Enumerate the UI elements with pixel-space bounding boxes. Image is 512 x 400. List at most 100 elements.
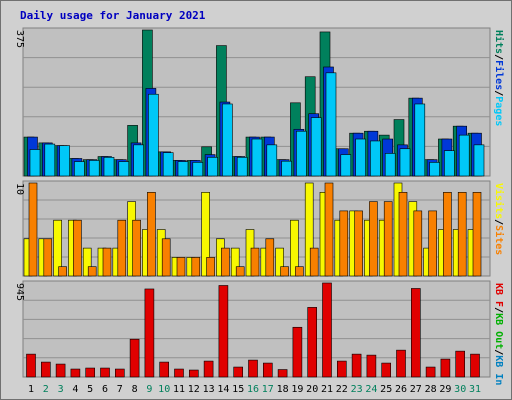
x-tick-label-day-25: 25 <box>380 384 392 395</box>
x-tick-label-day-7: 7 <box>117 384 123 395</box>
bar-kb-kb-f-day-30 <box>455 350 466 378</box>
x-tick-label-day-21: 21 <box>321 384 333 395</box>
bar-hits-files-pages-pages-day-4 <box>74 161 85 177</box>
x-tick-label-day-31: 31 <box>469 384 481 395</box>
bar-visits-sites-sites-day-15 <box>235 266 245 277</box>
bar-hits-files-pages-pages-day-22 <box>340 154 352 177</box>
x-tick-label-day-2: 2 <box>43 384 49 395</box>
bar-visits-sites-visits-day-3 <box>53 219 62 277</box>
bar-kb-kb-f-day-20 <box>307 307 318 378</box>
bar-kb-kb-f-day-21 <box>322 282 332 378</box>
bar-kb-kb-f-day-10 <box>159 361 169 378</box>
bar-hits-files-pages-pages-day-13 <box>207 157 218 177</box>
legend-item-hits-files-pages-1: / <box>493 54 504 60</box>
bar-hits-files-pages-pages-day-3 <box>59 145 70 177</box>
legend-item-hits-files-pages-4: Pages <box>493 96 504 126</box>
bar-visits-sites-sites-day-24 <box>369 201 378 277</box>
x-tick-label-day-22: 22 <box>336 384 348 395</box>
bar-visits-sites-sites-day-28 <box>428 210 437 277</box>
bar-hits-files-pages-pages-day-8 <box>133 144 144 177</box>
x-tick-label-day-29: 29 <box>439 384 451 395</box>
bar-kb-kb-f-day-4 <box>70 368 81 378</box>
bar-kb-kb-f-day-8 <box>129 338 140 378</box>
bar-visits-sites-sites-day-25 <box>383 201 393 277</box>
scale-label-kb: 945 <box>14 283 25 301</box>
bar-hits-files-pages-pages-day-15 <box>236 157 248 177</box>
x-tick-label-day-11: 11 <box>173 384 185 395</box>
x-tick-label-day-24: 24 <box>365 384 377 395</box>
bar-visits-sites-sites-day-16 <box>250 247 260 277</box>
bar-kb-kb-f-day-24 <box>366 354 377 378</box>
x-tick-label-day-30: 30 <box>454 384 466 395</box>
bar-visits-sites-sites-day-23 <box>354 210 363 277</box>
x-tick-label-day-26: 26 <box>395 384 407 395</box>
legend-item-hits-files-pages-2: Files <box>493 60 505 90</box>
bar-visits-sites-sites-day-2 <box>43 238 53 277</box>
x-tick-label-day-23: 23 <box>351 384 363 395</box>
bar-kb-kb-f-day-13 <box>203 360 214 378</box>
x-tick-label-day-10: 10 <box>158 384 170 395</box>
scale-label-visits-sites: 10 <box>14 183 25 195</box>
legend-item-kb-1: / <box>493 307 504 313</box>
bar-hits-files-pages-pages-day-25 <box>384 153 396 177</box>
bar-visits-sites-sites-day-30 <box>457 192 467 277</box>
bar-kb-kb-f-day-6 <box>100 367 110 378</box>
bar-visits-sites-sites-day-6 <box>102 247 112 277</box>
x-tick-label-day-1: 1 <box>28 384 34 395</box>
bar-hits-files-pages-pages-day-24 <box>370 140 381 177</box>
x-tick-label-day-14: 14 <box>217 384 229 395</box>
bar-visits-sites-sites-day-10 <box>161 238 171 277</box>
bar-kb-kb-f-day-28 <box>425 366 436 378</box>
bar-visits-sites-sites-day-5 <box>87 266 97 277</box>
bar-visits-sites-sites-day-27 <box>413 210 423 277</box>
bar-hits-files-pages-pages-day-21 <box>325 72 337 177</box>
x-tick-label-day-27: 27 <box>410 384 422 395</box>
bar-kb-kb-f-day-5 <box>85 367 95 378</box>
legend-item-kb-4: KB In <box>493 355 504 385</box>
bar-hits-files-pages-pages-day-23 <box>355 138 366 177</box>
legend-item-visits-sites-2: Sites <box>493 225 505 255</box>
bar-visits-sites-sites-day-3 <box>58 266 67 277</box>
legend-hits-files-pages: Hits/Files/Pages <box>493 30 505 126</box>
bar-hits-files-pages-pages-day-5 <box>88 160 100 177</box>
x-tick-label-day-12: 12 <box>188 384 200 395</box>
bar-hits-files-pages-pages-day-2 <box>44 143 56 177</box>
bar-visits-sites-sites-day-17 <box>265 238 275 277</box>
x-tick-label-day-13: 13 <box>203 384 215 395</box>
bar-kb-kb-f-day-23 <box>351 353 362 378</box>
bar-kb-kb-f-day-9 <box>144 288 155 378</box>
bar-visits-sites-sites-day-29 <box>443 192 452 277</box>
bar-kb-kb-f-day-25 <box>381 362 392 378</box>
bar-kb-kb-f-day-17 <box>262 362 273 378</box>
bar-visits-sites-sites-day-1 <box>28 182 38 277</box>
bar-hits-files-pages-pages-day-11 <box>177 161 189 177</box>
bar-hits-files-pages-pages-day-17 <box>266 144 278 177</box>
bar-hits-files-pages-pages-day-28 <box>429 162 440 177</box>
bar-visits-sites-sites-day-8 <box>132 219 141 277</box>
legend-item-kb-0: KB F <box>493 283 504 307</box>
bar-visits-sites-sites-day-22 <box>339 210 349 277</box>
bar-hits-files-pages-pages-day-6 <box>103 157 115 177</box>
bar-kb-kb-f-day-27 <box>410 288 421 378</box>
chart-title: Daily usage for January 2021 <box>20 9 206 22</box>
x-tick-label-day-3: 3 <box>58 384 64 395</box>
bar-hits-files-pages-pages-day-12 <box>192 162 204 177</box>
bar-visits-sites-sites-day-4 <box>73 219 82 277</box>
x-tick-label-day-9: 9 <box>146 384 152 395</box>
bar-hits-files-pages-pages-day-19 <box>296 130 307 177</box>
bar-hits-files-pages-pages-day-7 <box>118 161 130 177</box>
x-tick-label-day-6: 6 <box>102 384 108 395</box>
bar-hits-files-pages-pages-day-20 <box>310 117 322 177</box>
bar-visits-sites-visits-day-19 <box>290 219 299 277</box>
bar-kb-kb-f-day-1 <box>26 353 36 378</box>
x-tick-label-day-8: 8 <box>132 384 138 395</box>
bar-visits-sites-sites-day-9 <box>147 192 156 277</box>
legend-item-hits-files-pages-3: / <box>493 90 504 96</box>
x-tick-label-day-16: 16 <box>247 384 259 395</box>
bar-hits-files-pages-pages-day-30 <box>458 134 470 177</box>
bar-kb-kb-f-day-22 <box>336 360 347 378</box>
bar-kb-kb-f-day-18 <box>277 369 288 378</box>
bar-visits-sites-sites-day-13 <box>206 257 215 277</box>
bar-visits-sites-sites-day-21 <box>324 182 334 277</box>
